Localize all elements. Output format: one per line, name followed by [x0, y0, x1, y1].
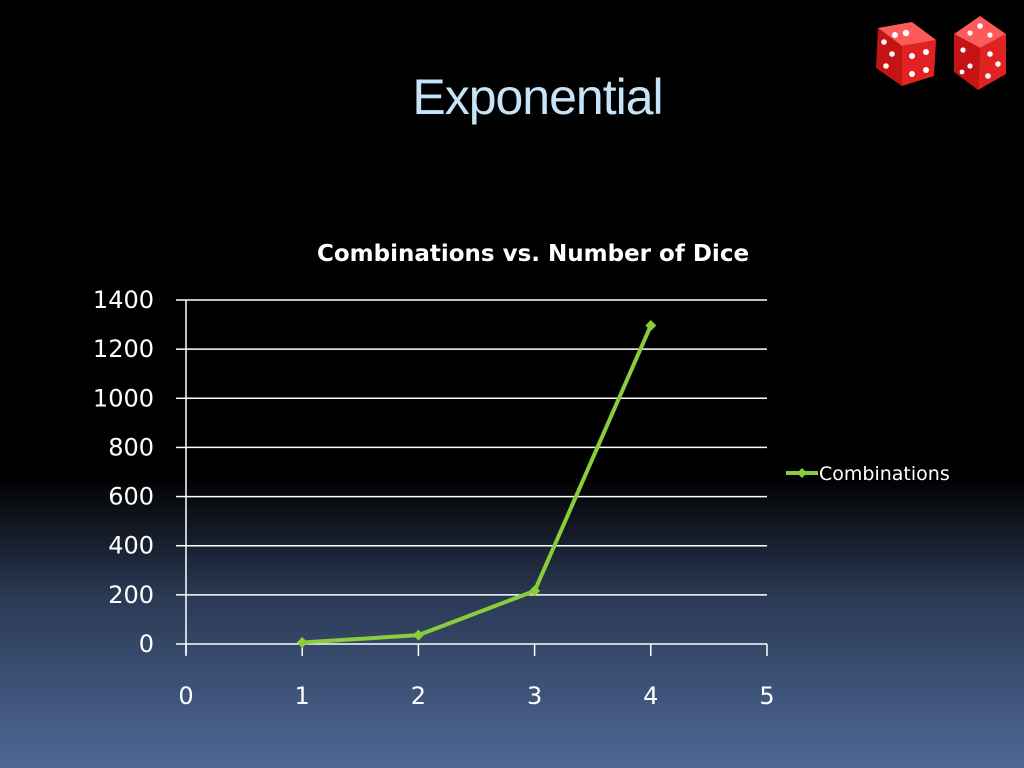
x-tick-label: 3: [527, 682, 542, 710]
series-line: [302, 324, 653, 645]
x-tick-label: 4: [643, 682, 658, 710]
data-point: [412, 629, 424, 641]
y-tick-label: 0: [139, 630, 154, 658]
dice-icon: [876, 22, 936, 86]
data-point: [296, 637, 308, 649]
y-tick-label: 1000: [93, 384, 154, 412]
y-tick-label: 1200: [93, 335, 154, 363]
dice-icon: [954, 16, 1006, 90]
legend-marker: [797, 468, 807, 478]
y-tick-label: 600: [108, 483, 154, 511]
x-tick-label: 0: [178, 682, 193, 710]
legend-label: Combinations: [819, 463, 950, 485]
slide-title: Exponential: [412, 69, 663, 125]
chart-title: Combinations vs. Number of Dice: [317, 241, 749, 267]
y-tick-label: 800: [108, 433, 154, 461]
y-tick-label: 1400: [93, 286, 154, 314]
x-tick-label: 5: [759, 682, 774, 710]
x-tick-label: 1: [295, 682, 310, 710]
x-tick-label: 2: [411, 682, 426, 710]
y-tick-label: 200: [108, 581, 154, 609]
y-tick-label: 400: [108, 532, 154, 560]
data-point: [529, 585, 541, 597]
data-point: [645, 320, 657, 332]
